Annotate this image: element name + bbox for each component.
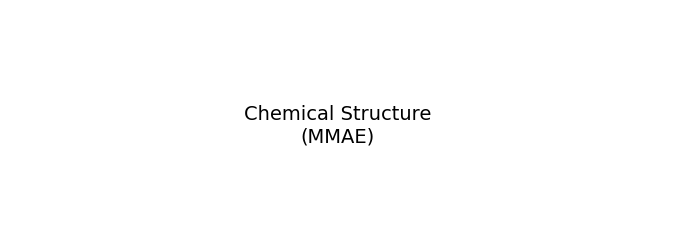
Text: Chemical Structure
(MMAE): Chemical Structure (MMAE) [244, 106, 432, 146]
